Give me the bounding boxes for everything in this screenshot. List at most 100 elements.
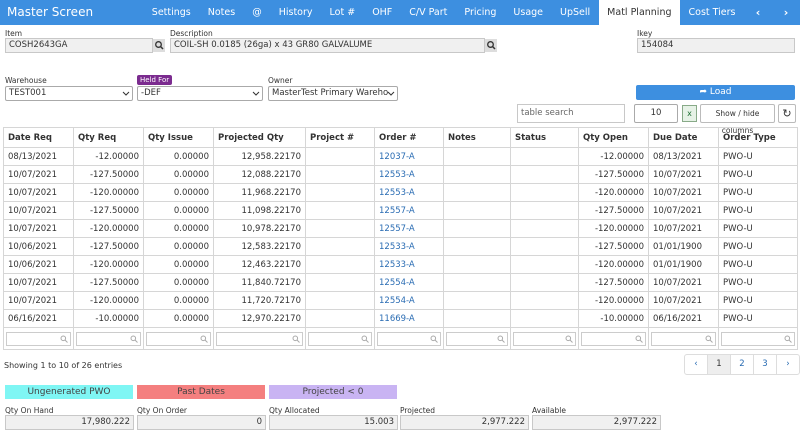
table-cell: -120.00000 [578, 219, 649, 238]
order-link[interactable]: 12557-A [379, 223, 415, 234]
table-cell: 06/16/2021 [648, 309, 719, 328]
column-filter[interactable] [446, 331, 508, 346]
table-cell [510, 147, 579, 166]
page-link[interactable]: 2 [731, 355, 754, 374]
table-row: 10/06/2021 -127.50000 0.00000 12,583.22170 1… [3, 237, 798, 256]
order-link[interactable]: 12553-A [379, 187, 415, 198]
tab[interactable]: UpSell [560, 7, 591, 18]
search-icon [155, 41, 164, 50]
tab[interactable]: Matl Planning [598, 0, 680, 25]
column-header[interactable]: Notes [443, 127, 511, 148]
order-link[interactable]: 12557-A [379, 205, 415, 216]
column-header[interactable]: Status [510, 127, 579, 148]
excel-button[interactable]: x [682, 105, 697, 122]
column-filter[interactable] [76, 331, 141, 346]
table-row: 10/07/2021 -120.00000 0.00000 11,720.72170 1… [3, 291, 798, 310]
column-filter[interactable] [581, 331, 646, 346]
tab[interactable]: Lot # [329, 7, 356, 18]
order-link[interactable]: 11669-A [379, 313, 415, 324]
table-cell: -120.00000 [73, 291, 144, 310]
tab[interactable]: Usage [513, 7, 544, 18]
table-cell [305, 147, 375, 166]
table-cell: 12554-A [374, 291, 444, 310]
tab[interactable]: History [278, 7, 313, 18]
table-cell: 10/07/2021 [3, 183, 74, 202]
page-size-select[interactable]: 10 [634, 104, 678, 123]
table-cell: 10/07/2021 [3, 201, 74, 220]
order-link[interactable]: 12533-A [379, 241, 415, 252]
held-for-select[interactable]: -DEF [137, 86, 263, 101]
order-link[interactable]: 12554-A [379, 277, 415, 288]
tab-scroll-right[interactable]: › [783, 6, 789, 19]
tab-scroll-left[interactable]: ‹ [755, 6, 761, 19]
tab[interactable]: Pricing [464, 7, 497, 18]
table-cell [510, 183, 579, 202]
tab[interactable]: Notes [207, 7, 236, 18]
load-button[interactable]: ➦ Load [636, 85, 795, 100]
column-header[interactable]: Date Req [3, 127, 74, 148]
column-header[interactable]: Qty Open [578, 127, 649, 148]
table-search[interactable]: table search [517, 104, 625, 123]
tab[interactable]: Settings [151, 7, 191, 18]
table-cell [443, 237, 511, 256]
table-cell [305, 309, 375, 328]
order-link[interactable]: 12037-A [379, 151, 415, 162]
table-cell [510, 291, 579, 310]
page-next[interactable]: › [786, 359, 790, 369]
tab[interactable]: OHF [372, 7, 393, 18]
description-input[interactable]: COIL-SH 0.0185 (26ga) x 43 GR80 GALVALUM… [170, 38, 485, 53]
table-row: 10/07/2021 -120.00000 0.00000 10,978.22170 1… [3, 219, 798, 238]
data-table: Date Req Qty Req Qty Issue Projected Qty Pro… [3, 127, 798, 350]
column-filter[interactable] [216, 331, 303, 346]
order-link[interactable]: 12553-A [379, 169, 415, 180]
table-cell: 01/01/1900 [648, 255, 719, 274]
column-header[interactable]: Project # [305, 127, 375, 148]
table-cell: 10/07/2021 [648, 273, 719, 292]
column-header[interactable]: Order Type [718, 127, 798, 148]
column-filter[interactable] [513, 331, 576, 346]
field-label: Ikey [637, 29, 653, 38]
filter-cell [443, 327, 511, 350]
column-filter[interactable] [146, 331, 211, 346]
tab[interactable]: @ [252, 7, 262, 18]
column-filter[interactable] [377, 331, 441, 346]
page-prev[interactable]: ‹ [685, 355, 708, 374]
refresh-button[interactable]: ↻ [778, 104, 796, 123]
column-header[interactable]: Order # [374, 127, 444, 148]
total-value: 2,977.222 [532, 415, 661, 430]
item-input[interactable]: COSH2643GA [5, 38, 153, 53]
show-hide-button[interactable]: Show / hide columns [700, 104, 775, 135]
legend-projected-negative: Projected < 0 [269, 385, 397, 399]
owner-select[interactable]: MasterTest Primary Wareho [268, 86, 398, 101]
table-cell [510, 165, 579, 184]
column-header[interactable]: Qty Issue [143, 127, 214, 148]
order-link[interactable]: 12533-A [379, 259, 415, 270]
page-link[interactable]: 3 [754, 355, 777, 374]
total-label: Qty On Hand [5, 406, 54, 415]
tab[interactable]: Cost Tiers [688, 7, 736, 18]
column-filter[interactable] [721, 331, 795, 346]
warehouse-select[interactable]: TEST001 [5, 86, 133, 101]
filter-icon [430, 335, 438, 343]
column-header[interactable]: Qty Req [73, 127, 144, 148]
total-label: Qty On Order [137, 406, 188, 415]
search-button[interactable] [153, 39, 165, 52]
table-cell: 0.00000 [143, 165, 214, 184]
search-button[interactable] [485, 39, 497, 52]
table-cell: PWO-U [718, 147, 798, 166]
column-filter[interactable] [308, 331, 372, 346]
field-label: Item [5, 29, 23, 38]
tab[interactable]: C/V Part [409, 7, 448, 18]
column-header[interactable]: Projected Qty [213, 127, 306, 148]
table-cell: -120.00000 [73, 255, 144, 274]
order-link[interactable]: 12554-A [379, 295, 415, 306]
ikey-input[interactable]: 154084 [637, 38, 795, 53]
page-link[interactable]: 1 [708, 355, 731, 374]
column-header[interactable]: Due Date [648, 127, 719, 148]
table-cell [443, 219, 511, 238]
header-bar: Master Screen Settings Notes @ History Lot #… [0, 0, 800, 25]
table-cell: 10/07/2021 [648, 183, 719, 202]
column-filter[interactable] [651, 331, 716, 346]
table-cell: -127.50000 [73, 237, 144, 256]
column-filter[interactable] [6, 331, 71, 346]
